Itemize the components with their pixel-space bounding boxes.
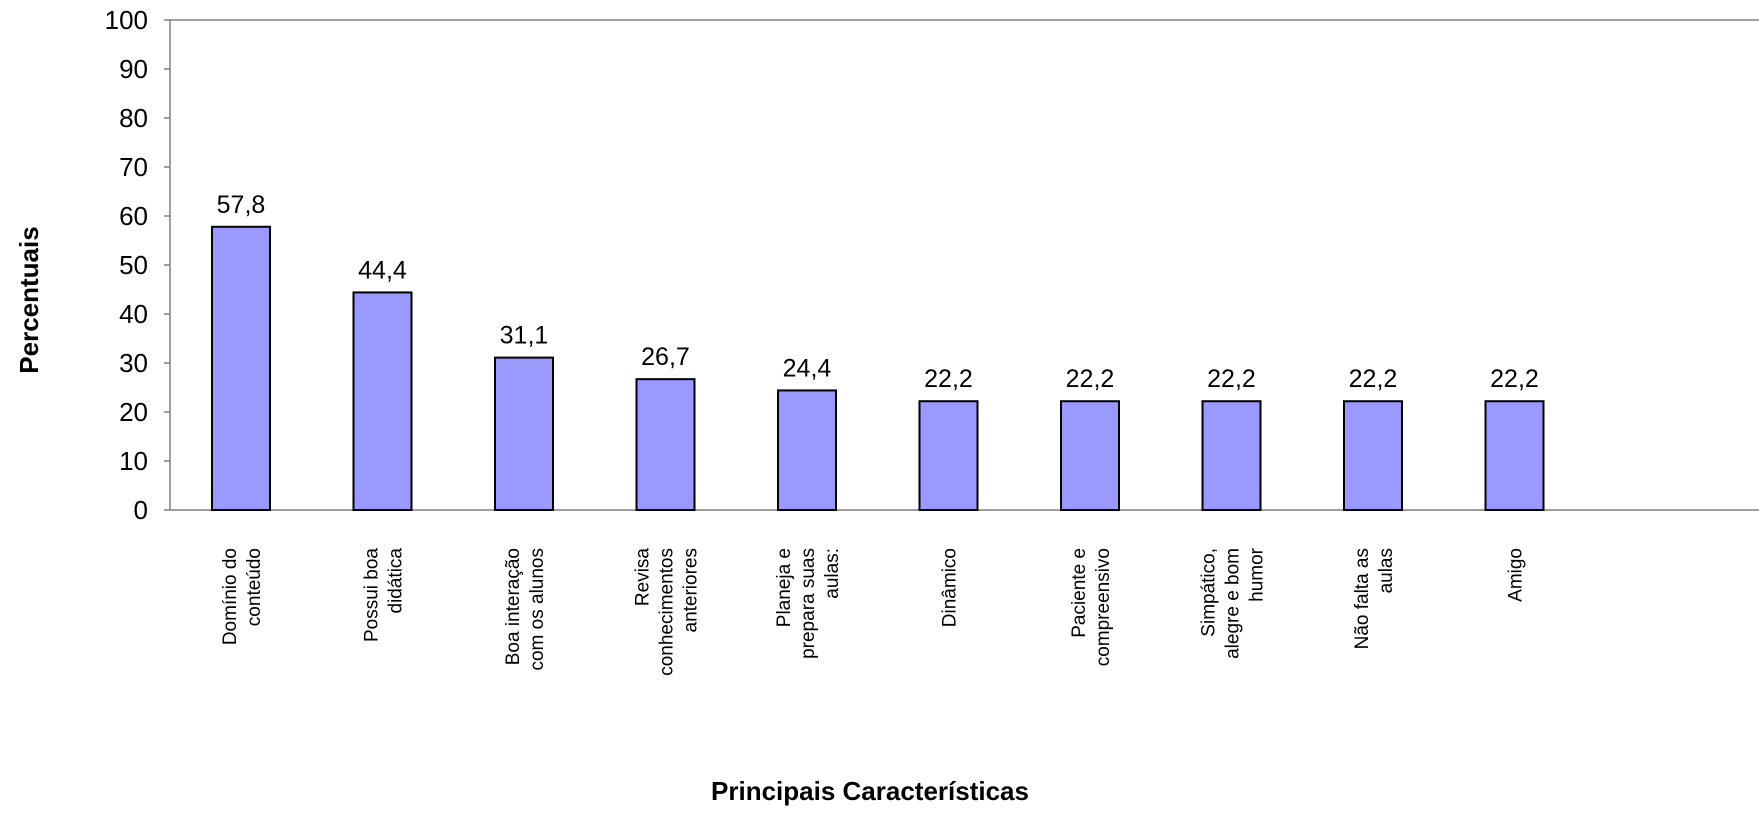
data-label: 22,2 xyxy=(1490,365,1539,393)
bar xyxy=(1060,400,1120,511)
bar xyxy=(494,356,554,511)
bar xyxy=(211,225,271,511)
y-tick-label: 40 xyxy=(119,299,148,329)
data-label: 26,7 xyxy=(641,343,690,371)
x-axis-title: Principais Características xyxy=(711,776,1029,806)
data-label: 57,8 xyxy=(217,191,266,219)
x-tick-label-line: aulas xyxy=(1376,548,1397,593)
x-tick-label-line: Possui boa xyxy=(362,548,383,642)
bar xyxy=(1201,400,1262,511)
x-tick-label-line: prepara suas xyxy=(798,548,819,659)
y-tick-label: 70 xyxy=(119,152,148,182)
x-tick-label: Dinâmico xyxy=(940,548,961,627)
x-tick-label-line: Amigo xyxy=(1506,548,1527,602)
x-tick-label: Revisa conhecimentos anteriores xyxy=(633,548,702,676)
data-label: 24,4 xyxy=(783,354,832,382)
x-tick-label-line: conteúdo xyxy=(244,548,265,626)
x-tick-label: Paciente e compreensivo xyxy=(1069,548,1114,666)
x-tick-label-line: Não falta as xyxy=(1352,548,1373,649)
bar xyxy=(1484,400,1545,511)
x-tick-label: Não falta as aulas xyxy=(1352,548,1397,649)
x-tick-label: Simpático, alegre e bom humor xyxy=(1199,547,1268,659)
bar xyxy=(635,378,696,512)
x-tick-label-line: conhecimentos xyxy=(657,548,678,676)
x-tick-label: Domínio do conteúdo xyxy=(220,548,265,645)
x-tick-label-line: humor xyxy=(1247,547,1268,602)
x-tick-label-line: Domínio do xyxy=(220,548,241,645)
x-tick-label-line: Dinâmico xyxy=(940,548,961,627)
x-tick-label-line: didática xyxy=(386,548,407,614)
y-tick-label: 50 xyxy=(119,250,148,280)
x-tick-label-line: Simpático, xyxy=(1199,548,1220,637)
x-tick-label: Possui boa didática xyxy=(362,548,407,642)
y-tick-label: 0 xyxy=(134,495,148,525)
y-tick-label: 90 xyxy=(119,54,148,84)
y-tick-label: 30 xyxy=(119,348,148,378)
bar xyxy=(777,389,837,511)
x-tick-label-line: com os alunos xyxy=(527,548,548,671)
y-tick-label: 100 xyxy=(105,5,148,35)
data-label: 22,2 xyxy=(1207,365,1256,393)
data-label: 22,2 xyxy=(924,365,973,393)
y-tick-label: 20 xyxy=(119,397,148,427)
x-tick-label-line: anteriores xyxy=(681,548,702,633)
data-label: 22,2 xyxy=(1349,365,1398,393)
x-tick-label-line: Boa interação xyxy=(503,548,524,665)
x-tick-label-line: Planeja e xyxy=(774,548,795,627)
bar xyxy=(1343,400,1403,511)
x-tick-label: Planeja e prepara suas aulas: xyxy=(774,548,843,659)
x-tick-label: Amigo xyxy=(1506,548,1527,602)
x-tick-label: Boa interação com os alunos xyxy=(503,548,548,671)
y-tick-label: 60 xyxy=(119,201,148,231)
data-label: 44,4 xyxy=(358,256,407,284)
x-tick-label-line: Paciente e xyxy=(1069,548,1090,638)
y-tick-label: 80 xyxy=(119,103,148,133)
y-axis-title: Percentuais xyxy=(14,226,44,373)
x-tick-label-line: alegre e bom xyxy=(1223,548,1244,659)
x-tick-label-line: Revisa xyxy=(633,548,654,607)
x-tick-label-line: aulas: xyxy=(822,548,843,599)
y-tick-label: 10 xyxy=(119,446,148,476)
data-label: 31,1 xyxy=(500,322,549,350)
bar xyxy=(918,400,979,511)
x-tick-label-line: compreensivo xyxy=(1093,548,1114,666)
bar xyxy=(352,291,413,511)
data-label: 22,2 xyxy=(1066,365,1115,393)
